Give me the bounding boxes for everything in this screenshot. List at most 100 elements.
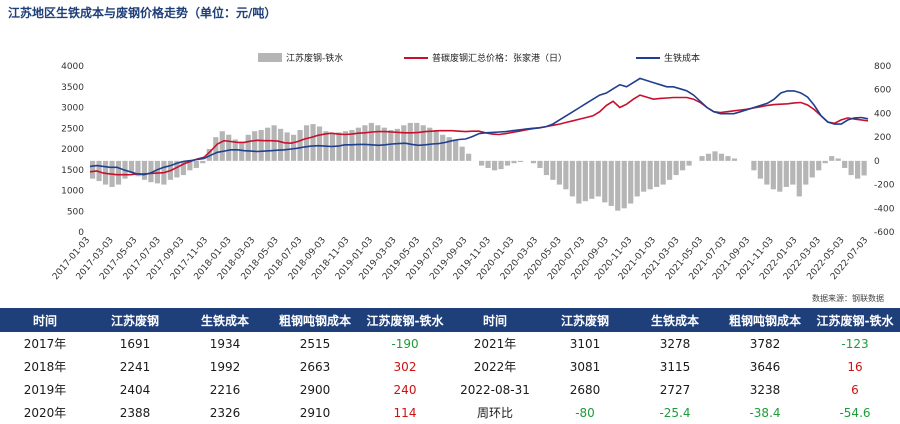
spread-bar — [783, 160, 789, 187]
right-tick-label: -400 — [874, 204, 895, 214]
left-tick-label: 0 — [78, 228, 84, 238]
left-tick-label: 4000 — [61, 62, 84, 72]
spread-bar — [200, 160, 206, 164]
left-tick-label: 3500 — [61, 83, 84, 93]
spread-bar — [530, 160, 537, 164]
table-cell: -38.4 — [749, 405, 781, 420]
spread-bar — [660, 160, 666, 185]
spread-bar — [673, 160, 679, 176]
spread-bar — [751, 160, 757, 171]
spread-bar — [128, 160, 135, 173]
spread-bar — [861, 160, 867, 176]
right-axis: -600 -400 -200 0 200 400 600 800 — [874, 62, 895, 238]
spread-bar — [433, 130, 439, 161]
price-lines — [89, 77, 869, 176]
legend-swatch-bars — [258, 53, 282, 62]
spread-bar — [440, 134, 446, 161]
spread-bar — [822, 160, 828, 164]
spread-bar — [278, 128, 284, 161]
spread-bar — [284, 132, 290, 161]
table-cell: 3278 — [659, 336, 691, 351]
spread-bar — [265, 127, 271, 161]
table-cell: 2663 — [299, 359, 331, 374]
spread-bar — [135, 160, 141, 177]
spread-bar — [316, 126, 323, 161]
left-tick-label: 1500 — [61, 166, 84, 176]
table-cell: 2018年 — [23, 360, 67, 374]
table-cell: 1934 — [209, 336, 241, 351]
spread-bar — [569, 160, 575, 197]
legend-label-pigiron: 生铁成本 — [664, 52, 700, 64]
table-cell: 2020年 — [23, 406, 67, 420]
table-header-row: 时间 江苏废钢 生铁成本 粗钢吨钢成本 江苏废钢-铁水 时间 江苏废钢 生铁成本 粗钢吨钢成本江… — [0, 308, 900, 332]
spread-bar — [491, 160, 498, 171]
table-cell: 1992 — [209, 359, 241, 374]
left-axis: 0 500 1000 1500 2000 2500 3000 3500 4000 — [61, 62, 84, 238]
table-cell: 16 — [847, 359, 863, 374]
data-source: 数据来源：钢联数据 — [812, 294, 884, 303]
table-cell: 2326 — [209, 405, 241, 420]
table-cell: -190 — [391, 336, 419, 351]
spread-bar — [602, 160, 608, 203]
spread-bar — [679, 160, 686, 171]
spread-bar — [725, 156, 731, 161]
spread-bar — [252, 131, 258, 161]
legend-label-bars: 江苏废钢-铁水 — [286, 52, 343, 64]
spread-bar — [303, 125, 310, 161]
spread-bar — [193, 160, 199, 168]
spread-bar — [517, 160, 524, 163]
spread-bar — [90, 160, 96, 179]
spread-bar — [556, 160, 562, 185]
table-cell: 3782 — [749, 336, 781, 351]
legend-label-scrap: 普碳废钢汇总价格：张家港（日） — [432, 52, 567, 64]
spread-bar — [310, 124, 316, 161]
spread-bar — [842, 160, 848, 168]
spread-bar — [731, 158, 738, 161]
right-tick-label: 800 — [874, 62, 891, 72]
spread-bar — [589, 160, 595, 199]
table-row: 2019年 2404 2216 2900 240 2022-08-31 2680 2727 32… — [0, 378, 900, 401]
table-row: 2020年 2388 2326 2910 114 周环比 -80 -25.4 -38.4 -54.… — [0, 401, 900, 424]
spread-bar — [388, 130, 394, 161]
table-header-cell: 江苏废钢 — [90, 308, 180, 332]
spread-bar — [245, 134, 251, 161]
spread-bar — [297, 130, 303, 161]
table-cell: -54.6 — [839, 405, 871, 420]
spread-bar — [550, 160, 556, 180]
table-header-cell: 粗钢吨钢成本 — [720, 308, 810, 332]
table-header-cell: 江苏废钢-铁水 — [360, 308, 450, 332]
spread-bar — [213, 137, 219, 161]
right-tick-label: 200 — [874, 133, 891, 143]
spread-bar — [628, 160, 634, 204]
table-header-cell: 时间 — [0, 308, 90, 332]
table-cell: 2241 — [119, 359, 151, 374]
table-cell: 3646 — [749, 359, 781, 374]
chart-title: 江苏地区生铁成本与废钢价格走势（单位：元/吨） — [8, 6, 277, 20]
spread-bar — [718, 153, 725, 161]
spread-bar — [453, 139, 459, 161]
spread-bar — [148, 160, 154, 183]
left-tick-label: 2500 — [61, 124, 84, 134]
spread-bar — [485, 160, 491, 168]
right-tick-label: -600 — [874, 228, 895, 238]
spread-bar — [705, 153, 712, 161]
spread-bar — [809, 160, 815, 178]
spread-bar — [394, 128, 400, 161]
spread-bar — [582, 160, 588, 202]
table-cell: 240 — [393, 382, 417, 397]
table-cell: 2910 — [299, 405, 331, 420]
spread-bar — [420, 125, 426, 161]
table-cell: 2515 — [299, 336, 331, 351]
spread-bar — [362, 125, 368, 161]
scrap-price-line — [89, 94, 869, 176]
spread-bar — [258, 130, 264, 161]
spread-bar — [790, 160, 796, 185]
table-header-cell: 生铁成本 — [180, 308, 270, 332]
table-header-cell: 江苏废钢-铁水 — [810, 308, 900, 332]
spread-bar — [271, 125, 277, 161]
table-cell: 2216 — [209, 382, 241, 397]
spread-bar — [654, 160, 660, 187]
table-cell: 3101 — [569, 336, 601, 351]
spread-bars — [90, 122, 867, 211]
spread-bar — [803, 160, 809, 185]
